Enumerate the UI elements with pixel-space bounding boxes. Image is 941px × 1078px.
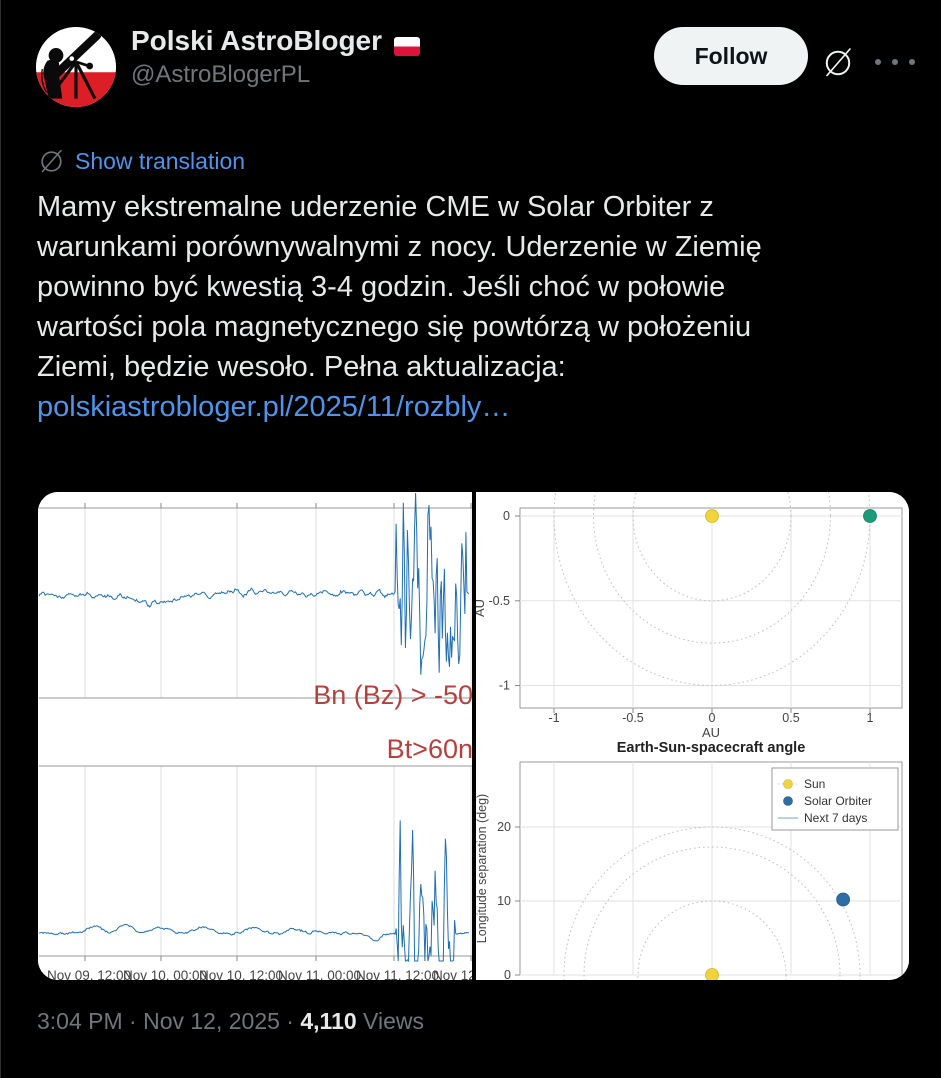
svg-text:Longitude separation (deg): Longitude separation (deg) xyxy=(476,794,489,943)
svg-text:0.5: 0.5 xyxy=(782,711,799,725)
svg-text:Sun: Sun xyxy=(804,777,825,791)
svg-text:Nov 12,: Nov 12, xyxy=(433,968,472,980)
svg-text:Bt>60n: Bt>60n xyxy=(387,734,472,764)
svg-text:0: 0 xyxy=(503,509,510,523)
svg-text:-0.5: -0.5 xyxy=(622,711,644,725)
svg-text:1: 1 xyxy=(867,711,874,725)
svg-text:10: 10 xyxy=(497,894,511,908)
svg-text:0: 0 xyxy=(504,968,511,980)
svg-text:Nov 09, 12:00: Nov 09, 12:00 xyxy=(47,968,131,980)
svg-text:Bn (Bz) > -50: Bn (Bz) > -50 xyxy=(313,680,472,710)
svg-text:Nov 11, 12:00: Nov 11, 12:00 xyxy=(356,968,439,980)
svg-text:Solar Orbiter: Solar Orbiter xyxy=(804,794,872,808)
svg-text:-0.5: -0.5 xyxy=(488,594,510,608)
svg-text:Nov 10, 12:00: Nov 10, 12:00 xyxy=(199,968,283,980)
svg-text:-1: -1 xyxy=(499,679,510,693)
svg-text:20: 20 xyxy=(497,820,511,834)
svg-text:Nov 11, 00:00: Nov 11, 00:00 xyxy=(278,968,361,980)
svg-text:Earth-Sun-spacecraft angle: Earth-Sun-spacecraft angle xyxy=(617,740,806,756)
svg-text:0: 0 xyxy=(709,711,716,725)
svg-text:-1: -1 xyxy=(548,711,559,725)
svg-text:AU: AU xyxy=(476,599,487,617)
svg-text:AU: AU xyxy=(702,725,720,740)
svg-text:Next 7 days: Next 7 days xyxy=(804,811,867,825)
svg-text:Nov 10, 00:00: Nov 10, 00:00 xyxy=(123,968,207,980)
